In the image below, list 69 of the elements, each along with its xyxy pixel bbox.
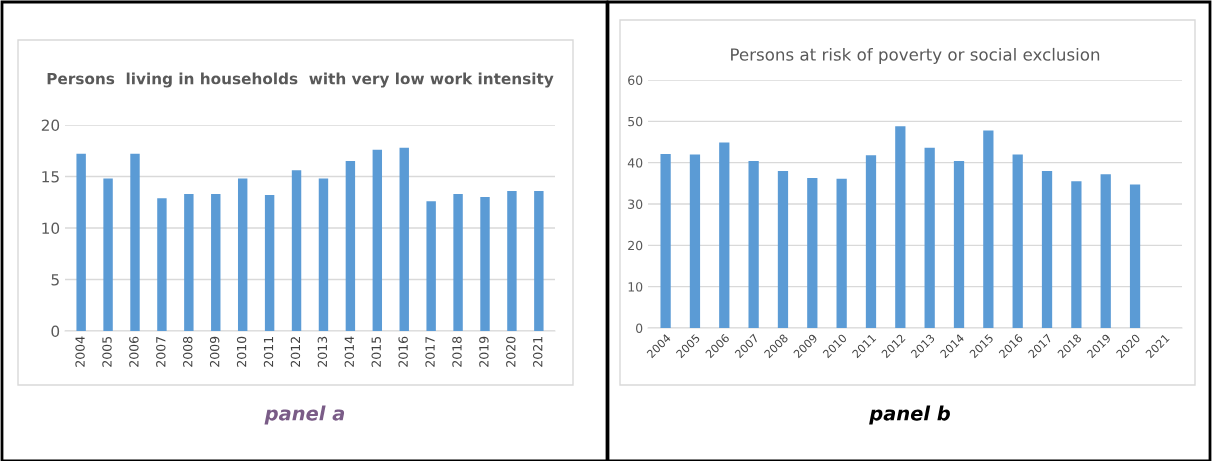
y-tick-label: 20: [41, 119, 60, 132]
bar: [103, 178, 113, 331]
x-tick-label: 2007: [156, 336, 166, 367]
chart-title: Persons living in households with very low work intensity: [47, 72, 554, 88]
x-tick-label: 2006: [129, 336, 139, 367]
y-tick-label: 20: [628, 240, 643, 251]
x-tick-label: 2018: [452, 336, 462, 367]
x-tick-label: 2021: [533, 337, 543, 367]
text: panel b: [869, 405, 950, 425]
bar: [76, 153, 86, 331]
bar: [719, 142, 730, 328]
bar: [184, 194, 194, 331]
x-tick-label: 2005: [102, 336, 112, 367]
bar: [345, 161, 356, 331]
x-tick-label: 2011: [263, 337, 274, 367]
y-tick-label: 60: [628, 75, 643, 85]
bar: [211, 194, 221, 331]
x-tick-label: 2013: [317, 336, 328, 367]
bar: [1100, 174, 1111, 328]
chart-title: Persons at risk of poverty or social exclusion: [731, 47, 1100, 65]
y-tick-label: 10: [42, 222, 60, 235]
bar: [1071, 181, 1082, 328]
bar: [157, 198, 167, 331]
bar: [777, 170, 789, 328]
text: panel a: [264, 405, 345, 425]
y-tick-label: 30: [628, 199, 643, 209]
bar: [1012, 154, 1023, 328]
x-tick-label: 2012: [290, 337, 301, 367]
x-tick-label: 2019: [479, 336, 489, 367]
y-tick-label: 0: [51, 325, 60, 338]
bar: [660, 153, 671, 328]
bar: [748, 161, 759, 328]
bar: [924, 147, 935, 328]
x-tick-label: 2016: [398, 336, 408, 367]
bar: [426, 201, 436, 331]
x-tick-label: 2015: [371, 336, 381, 367]
y-tick-label: 15: [42, 171, 59, 183]
bar: [1041, 170, 1053, 328]
x-tick-label: 2004: [75, 336, 85, 367]
bar: [689, 154, 701, 328]
bar: [836, 178, 847, 328]
x-tick-label: 2008: [183, 336, 193, 367]
bar: [453, 194, 463, 331]
x-tick-label: 2010: [236, 336, 247, 367]
x-tick-label: 2017: [425, 336, 435, 367]
y-tick-label: 10: [628, 282, 643, 292]
bar: [399, 147, 409, 331]
bar: [807, 177, 818, 328]
bar: [507, 190, 517, 331]
bar: [264, 195, 275, 331]
bar: [480, 197, 490, 331]
bar: [372, 149, 383, 331]
y-tick-label: 5: [51, 274, 59, 286]
x-tick-label: 2009: [209, 336, 220, 367]
bar: [237, 178, 248, 331]
y-tick-label: 40: [627, 158, 643, 168]
bar: [291, 170, 302, 331]
bar: [534, 190, 544, 331]
bar: [1129, 184, 1141, 328]
x-tick-label: 2014: [344, 336, 355, 367]
bar: [130, 153, 140, 331]
bar: [895, 126, 906, 328]
bar: [953, 161, 965, 328]
bar: [983, 130, 994, 328]
x-tick-label: 2020: [506, 336, 516, 367]
bar: [318, 178, 329, 331]
bar: [865, 155, 877, 328]
y-tick-label: 0: [636, 323, 643, 333]
y-tick-label: 50: [628, 116, 643, 127]
